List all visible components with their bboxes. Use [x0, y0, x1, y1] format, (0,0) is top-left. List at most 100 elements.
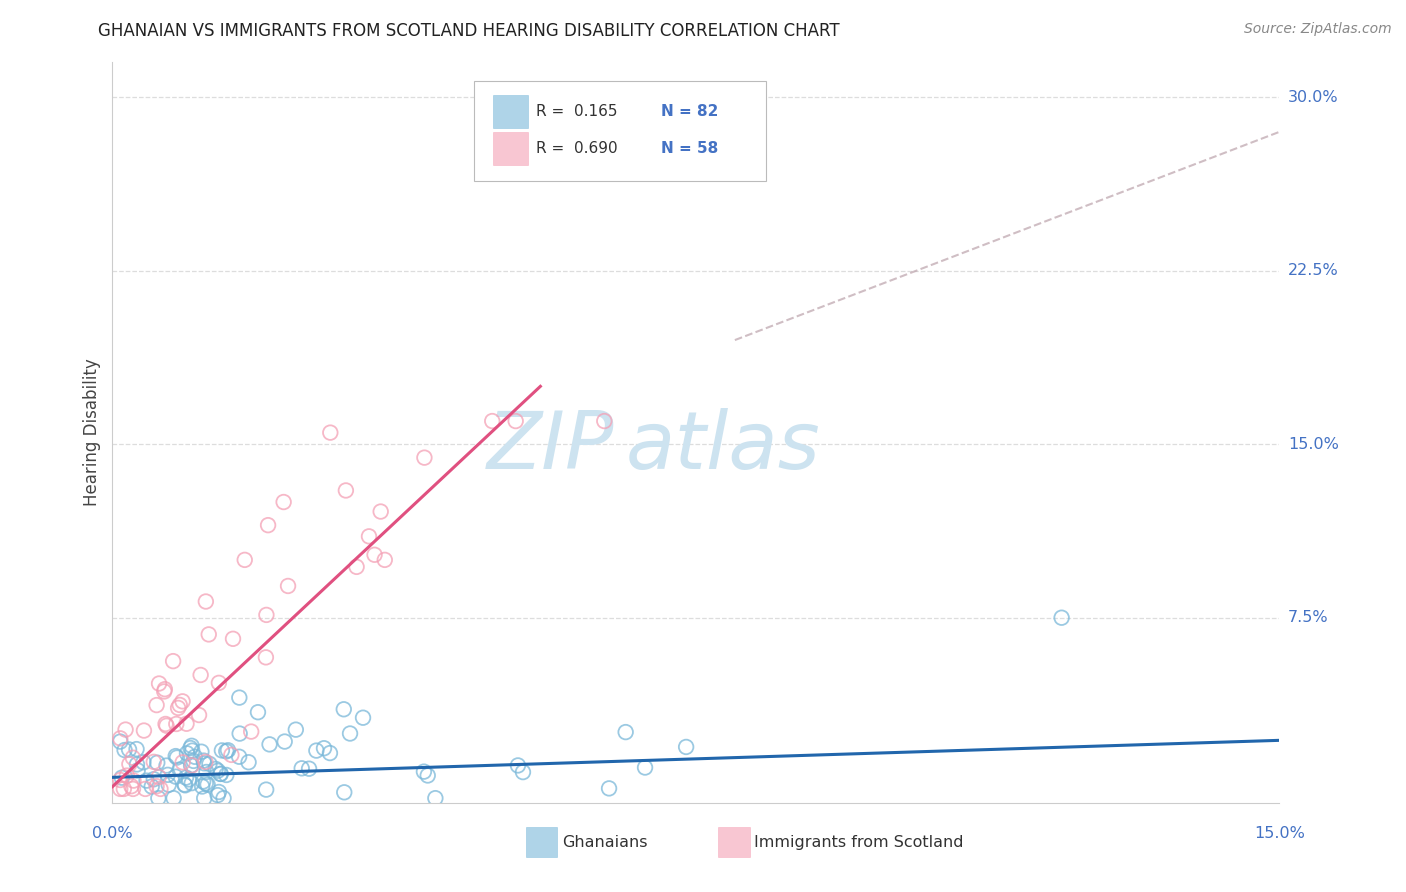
Point: [212, 791, 235, 805]
Point: [190, 745, 212, 759]
Point: [110, 772, 132, 787]
Point: [209, 767, 232, 781]
Point: [145, 698, 167, 712]
Point: [115, 768, 138, 782]
Point: [180, 739, 202, 753]
Point: [169, 698, 191, 712]
Point: [165, 749, 187, 764]
Point: [197, 778, 219, 792]
Point: [209, 767, 232, 781]
Point: [114, 743, 136, 757]
Point: [118, 742, 141, 756]
Text: Immigrants from Scotland: Immigrants from Scotland: [755, 835, 965, 849]
Point: [207, 764, 229, 778]
Point: [215, 768, 238, 782]
Point: [305, 743, 328, 757]
Point: [135, 773, 157, 788]
Point: [121, 750, 143, 764]
Point: [155, 719, 177, 733]
Point: [277, 579, 299, 593]
Point: [111, 771, 134, 785]
Point: [291, 761, 314, 775]
Point: [181, 758, 204, 772]
Point: [346, 559, 368, 574]
Point: [254, 607, 277, 622]
Point: [127, 764, 149, 778]
Point: [208, 676, 231, 690]
Point: [193, 754, 215, 768]
Point: [134, 781, 156, 796]
Point: [194, 755, 217, 769]
Point: [174, 778, 197, 792]
Point: [172, 694, 194, 708]
Point: [246, 705, 269, 719]
Point: [623, 125, 645, 139]
Point: [273, 734, 295, 748]
Point: [146, 756, 169, 770]
FancyBboxPatch shape: [494, 132, 527, 165]
Point: [191, 774, 214, 789]
Point: [112, 781, 135, 796]
Point: [211, 743, 233, 757]
Text: 7.5%: 7.5%: [1288, 610, 1329, 625]
Point: [142, 772, 165, 787]
Point: [238, 756, 260, 770]
Point: [173, 778, 195, 792]
Text: Source: ZipAtlas.com: Source: ZipAtlas.com: [1244, 22, 1392, 37]
Point: [176, 716, 198, 731]
Point: [195, 764, 218, 779]
Point: [339, 726, 361, 740]
Text: 30.0%: 30.0%: [1288, 89, 1339, 104]
Point: [352, 711, 374, 725]
Point: [180, 758, 202, 772]
Text: GHANAIAN VS IMMIGRANTS FROM SCOTLAND HEARING DISABILITY CORRELATION CHART: GHANAIAN VS IMMIGRANTS FROM SCOTLAND HEA…: [98, 22, 839, 40]
Point: [416, 768, 439, 782]
Text: 15.0%: 15.0%: [1288, 437, 1339, 451]
Text: 0.0%: 0.0%: [93, 826, 132, 841]
Y-axis label: Hearing Disability: Hearing Disability: [83, 359, 101, 507]
Point: [110, 731, 132, 746]
Point: [257, 518, 280, 533]
FancyBboxPatch shape: [718, 827, 749, 857]
Point: [188, 708, 211, 723]
Point: [132, 756, 155, 770]
Point: [207, 788, 229, 802]
Point: [333, 702, 356, 716]
FancyBboxPatch shape: [494, 95, 527, 128]
Point: [413, 450, 436, 465]
Text: ZIP: ZIP: [486, 409, 614, 486]
Text: R =  0.690: R = 0.690: [536, 141, 617, 156]
Point: [194, 776, 217, 790]
Point: [166, 750, 188, 764]
Point: [319, 746, 342, 760]
Point: [333, 785, 356, 799]
Point: [357, 529, 380, 543]
Point: [413, 764, 436, 779]
Point: [198, 756, 221, 771]
Point: [148, 770, 170, 784]
Point: [598, 781, 620, 796]
Point: [177, 772, 200, 787]
Point: [204, 762, 226, 776]
Point: [149, 781, 172, 796]
Point: [273, 495, 295, 509]
Point: [169, 763, 191, 777]
Point: [153, 682, 176, 697]
Point: [181, 744, 204, 758]
Point: [156, 768, 179, 782]
FancyBboxPatch shape: [474, 81, 766, 181]
Text: R =  0.165: R = 0.165: [536, 103, 617, 119]
Point: [228, 749, 250, 764]
Point: [172, 756, 194, 770]
Text: 22.5%: 22.5%: [1288, 263, 1339, 278]
Point: [176, 747, 198, 761]
Point: [122, 781, 145, 796]
Point: [162, 791, 184, 805]
Point: [228, 690, 250, 705]
Point: [148, 791, 170, 805]
Point: [298, 762, 321, 776]
Point: [505, 414, 527, 428]
Point: [222, 632, 245, 646]
Point: [319, 425, 342, 440]
Point: [125, 742, 148, 756]
